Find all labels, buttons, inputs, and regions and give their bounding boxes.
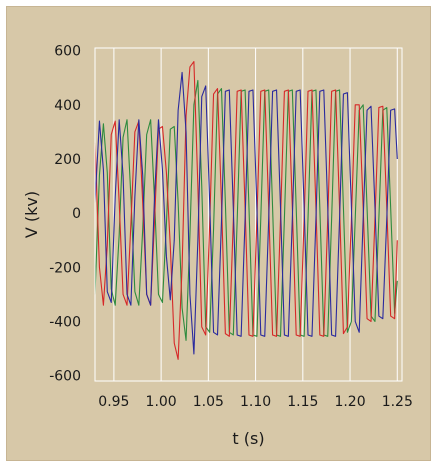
x-tick-label: 1.15 [287,394,318,410]
y-tick-label: 0 [72,206,81,222]
x-tick-label: 1.10 [240,394,271,410]
x-tick-label: 0.95 [98,394,129,410]
x-axis-ticks: 0.95 1.00 1.05 1.10 1.15 1.20 1.25 [98,394,413,410]
y-axis-label: V (kv) [22,191,41,238]
x-tick-label: 1.20 [334,394,365,410]
y-tick-label: 600 [54,44,81,60]
plot-frame [94,47,403,382]
series-layer [94,60,398,360]
line-chart: 0.95 1.00 1.05 1.10 1.15 1.20 1.25 600 400 200 0 -… [22,44,413,448]
y-tick-label: -400 [49,314,81,330]
x-axis-label: t (s) [232,429,264,448]
y-tick-label: -200 [49,260,81,276]
x-tick-label: 1.00 [146,394,177,410]
y-axis-ticks: 600 400 200 0 -200 -400 -600 [49,44,81,385]
grid [113,48,398,381]
y-tick-label: -600 [49,369,81,385]
x-tick-label: 1.05 [193,394,224,410]
y-tick-label: 400 [54,98,81,114]
series-line-2 [94,71,398,355]
x-tick-label: 1.25 [382,394,413,410]
chart-figure: 0.95 1.00 1.05 1.10 1.15 1.20 1.25 600 400 200 0 -… [6,6,431,461]
y-tick-label: 200 [54,152,81,168]
